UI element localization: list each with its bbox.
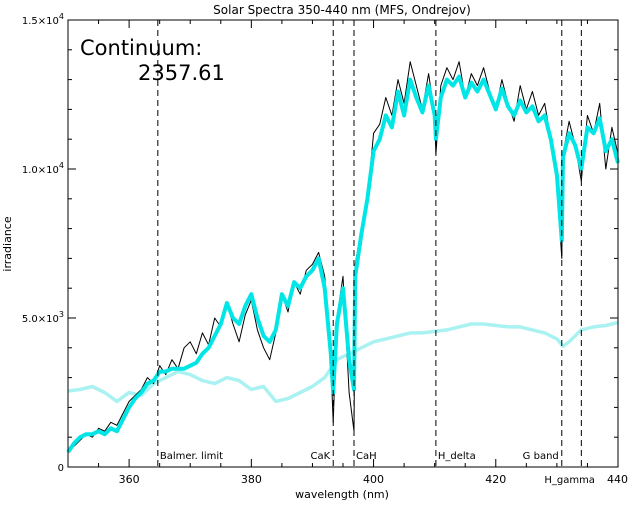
- x-tick-label-3: 420: [485, 473, 506, 486]
- y-tick-label-3: 1.5×104: [22, 12, 64, 27]
- x-tick-label-0: 360: [119, 473, 140, 486]
- plot-frame: [67, 19, 619, 468]
- y-axis-label: irradiance: [1, 216, 14, 271]
- x-tick-label-4: 440: [607, 473, 628, 486]
- series-line-2: [67, 320, 619, 404]
- reference-label-1: CaK: [311, 451, 331, 462]
- continuum-label: Continuum:: [80, 36, 202, 60]
- reference-label-3: H_delta: [438, 451, 476, 462]
- y-tick-label-1: 5.0×103: [22, 310, 64, 325]
- reference-label-4: G band: [523, 451, 559, 462]
- series-line-0: [67, 61, 619, 453]
- y-tick-label-0: 0: [58, 463, 64, 474]
- reference-label-5: H_gamma: [544, 475, 595, 486]
- x-tick-label-1: 380: [241, 473, 262, 486]
- x-axis-label: wavelength (nm): [295, 488, 389, 501]
- reference-label-0: Balmer. limit: [160, 451, 223, 462]
- series-line-1: [66, 74, 620, 454]
- reference-label-2: CaH: [356, 451, 377, 462]
- y-tick-label-2: 1.0×104: [22, 161, 64, 176]
- continuum-value: 2357.61: [138, 61, 225, 85]
- chart-title: Solar Spectra 350-440 nm (MFS, Ondrejov): [213, 3, 471, 17]
- x-tick-label-2: 400: [363, 473, 384, 486]
